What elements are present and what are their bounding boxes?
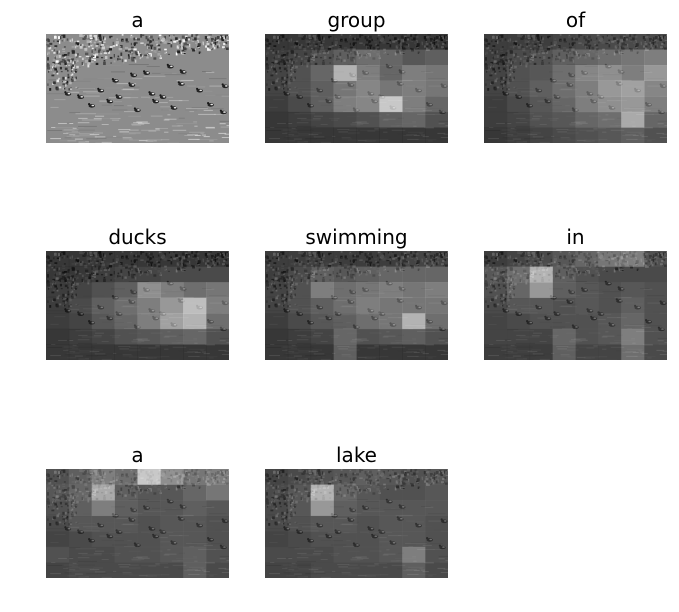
panel-title: in xyxy=(566,225,585,249)
panel-title: a xyxy=(131,8,144,32)
attention-overlay xyxy=(265,34,448,143)
panel-title: group xyxy=(327,8,386,32)
attention-map-image xyxy=(484,34,667,143)
duck-lake-image xyxy=(46,34,229,143)
attention-overlay xyxy=(265,251,448,360)
panel-title: swimming xyxy=(305,225,408,249)
attention-map-image xyxy=(46,469,229,578)
attention-map-image xyxy=(265,251,448,360)
attention-overlay xyxy=(265,469,448,578)
panel-title: of xyxy=(565,8,586,32)
panel-title: ducks xyxy=(108,225,167,249)
attention-map-image xyxy=(265,469,448,578)
panel-title: lake xyxy=(336,443,377,467)
attention-overlay xyxy=(46,251,229,360)
attention-map-image xyxy=(484,251,667,360)
attention-overlay xyxy=(484,251,667,360)
panel-title: a xyxy=(131,443,144,467)
attention-map-image xyxy=(265,34,448,143)
attention-overlay xyxy=(46,469,229,578)
attention-map-image xyxy=(46,251,229,360)
attention-overlay xyxy=(484,34,667,143)
